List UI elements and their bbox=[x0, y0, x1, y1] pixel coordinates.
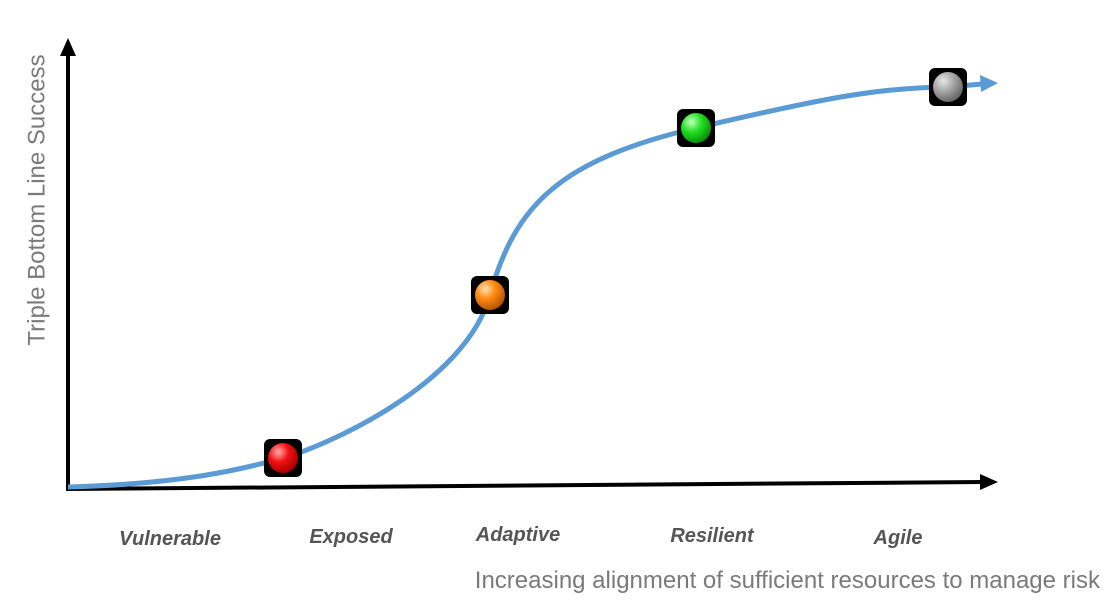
stage-label: Resilient bbox=[670, 525, 755, 547]
marker-green bbox=[677, 109, 715, 147]
x-axis-arrow bbox=[980, 474, 998, 490]
stage-label: Agile bbox=[873, 527, 923, 549]
growth-curve bbox=[67, 81, 983, 490]
stage-label: Adaptive bbox=[475, 524, 560, 546]
x-axis-label: Increasing alignment of sufficient resou… bbox=[475, 567, 1101, 594]
stage-label: Vulnerable bbox=[119, 528, 221, 550]
marker-gray bbox=[929, 68, 967, 106]
marker-orange bbox=[471, 276, 509, 314]
y-axis-arrow bbox=[60, 38, 76, 56]
marker-red bbox=[264, 439, 302, 477]
x-axis bbox=[65, 480, 983, 491]
y-axis-label: Triple Bottom Line Success bbox=[23, 54, 50, 345]
stage-label: Exposed bbox=[309, 526, 393, 548]
curve-arrow bbox=[980, 75, 998, 92]
